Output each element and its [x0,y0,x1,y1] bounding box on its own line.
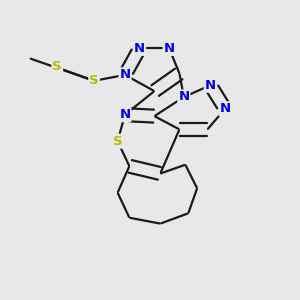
Text: N: N [119,108,130,121]
Text: N: N [164,42,175,55]
Text: S: S [89,74,99,87]
Text: S: S [113,135,122,148]
Text: N: N [119,68,130,81]
Text: N: N [205,79,216,92]
Text: S: S [52,60,62,73]
Text: N: N [134,42,145,55]
Text: N: N [220,102,231,115]
Text: N: N [178,91,189,103]
